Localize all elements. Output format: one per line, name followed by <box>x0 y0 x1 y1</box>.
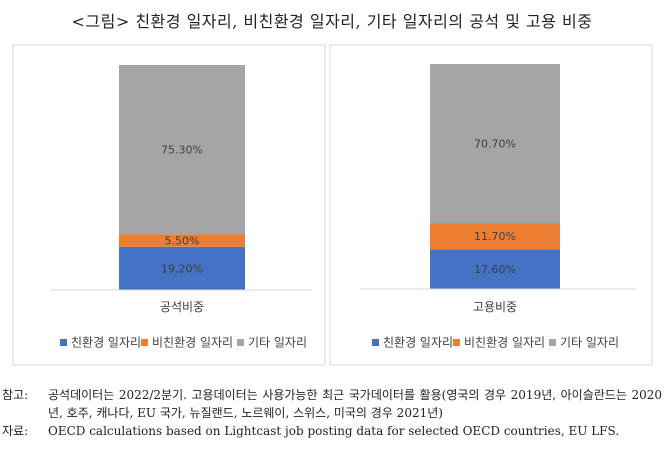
employment-legend-swatch-1 <box>372 339 379 346</box>
employment-legend-label-2: 비친환경 일자리 <box>464 336 545 350</box>
vacancy-legend-swatch-1 <box>60 339 67 346</box>
vacancy-bar-segment-2 <box>119 234 245 247</box>
employment-legend-label-1: 친환경 일자리 <box>383 336 453 350</box>
note-reference-text: 공석데이터는 2022/2분기. 고용데이터는 사용가능한 최근 국가데이터를 … <box>48 388 662 420</box>
employment-data-label-2: 11.70% <box>474 230 516 243</box>
vacancy-legend-swatch-3 <box>237 339 244 346</box>
vacancy-category-label: 공석비중 <box>160 300 204 314</box>
note-reference: 참고: 공석데이터는 2022/2분기. 고용데이터는 사용가능한 최근 국가데… <box>2 386 662 422</box>
employment-category-label: 고용비중 <box>473 300 517 314</box>
note-source: 자료: OECD calculations based on Lightcast… <box>2 422 662 440</box>
figure-title: <그림> 친환경 일자리, 비친환경 일자리, 기타 일자리의 공석 및 고용 … <box>71 12 593 31</box>
footnotes: 참고: 공석데이터는 2022/2분기. 고용데이터는 사용가능한 최근 국가데… <box>2 386 662 440</box>
vacancy-bar-segment-1 <box>119 246 245 290</box>
vacancy-data-label-3: 75.30% <box>161 144 203 157</box>
vacancy-data-label-2: 5.50% <box>165 235 200 248</box>
employment-legend-swatch-2 <box>453 339 460 346</box>
vacancy-legend-label-2: 비친환경 일자리 <box>152 336 233 350</box>
employment-legend-swatch-3 <box>549 339 556 346</box>
note-reference-label: 참고: <box>2 388 29 402</box>
employment-data-label-3: 70.70% <box>474 138 516 151</box>
employment-legend-label-3: 기타 일자리 <box>560 336 619 350</box>
note-source-label: 자료: <box>2 424 29 438</box>
employment-bar-segment-1 <box>430 249 560 289</box>
vacancy-legend-label-3: 기타 일자리 <box>248 336 307 350</box>
employment-bar-segment-3 <box>430 64 560 224</box>
vacancy-data-label-1: 19.20% <box>161 262 203 275</box>
employment-bar-segment-2 <box>430 223 560 250</box>
employment-data-label-1: 17.60% <box>474 263 516 276</box>
vacancy-bar-segment-3 <box>119 65 245 235</box>
vacancy-legend-swatch-2 <box>141 339 148 346</box>
note-source-text: OECD calculations based on Lightcast job… <box>48 424 620 438</box>
vacancy-legend-label-1: 친환경 일자리 <box>71 336 141 350</box>
